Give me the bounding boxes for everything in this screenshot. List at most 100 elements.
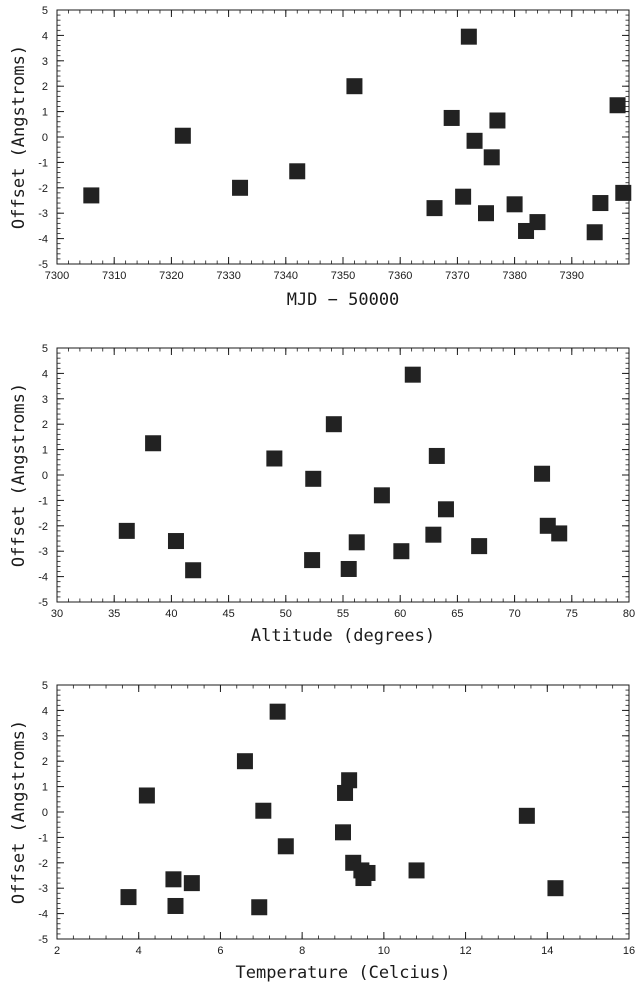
data-point [120,889,137,906]
x-tick-label: 4 [136,945,142,957]
x-tick-label: 7320 [159,270,183,282]
x-tick-label: 35 [108,608,120,620]
y-tick-label: 3 [42,731,48,743]
y-tick-label: -1 [38,157,48,169]
y-tick-label: -3 [38,208,48,220]
data-point [335,824,351,841]
x-tick-label: 7360 [388,270,412,282]
data-point [185,562,202,579]
x-tick-label: 16 [623,945,635,957]
data-point [174,127,191,144]
y-tick-label: -1 [38,832,48,844]
y-tick-label: -3 [38,546,48,558]
y-tick-label: 0 [42,807,48,819]
y-tick-label: -4 [38,909,48,921]
y-tick-label: 5 [42,343,48,355]
data-point [425,526,442,543]
data-point [615,184,632,201]
scatter-panel-temperature: 2 4 6 8 10 12 14 16-5-4-3-2-1012345Temperature … [9,680,635,983]
x-tick-label: 60 [394,608,406,620]
y-tick-label: 2 [42,756,48,768]
x-tick-label: 6 [217,945,223,957]
data-point [305,470,322,487]
data-point [251,899,268,916]
data-point [426,200,443,217]
data-point [304,552,321,569]
y-tick-label: -5 [38,597,48,609]
x-tick-label: 7350 [331,270,355,282]
y-axis-title: Offset (Angstroms) [9,383,29,567]
x-tick-label: 7370 [445,270,469,282]
scatter-panel-mjd: 7300 7310 7320 7330 7340 7350 7360 7370 7380 7390… [9,5,632,310]
x-axis-title: Temperature (Celcius) [236,963,451,983]
x-tick-label: 65 [451,608,463,620]
y-tick-label: 2 [42,419,48,431]
data-point [145,435,162,452]
x-tick-label: 12 [459,945,471,957]
data-point [534,465,551,482]
x-tick-label: 45 [222,608,234,620]
data-point [466,132,483,149]
x-tick-label: 7310 [102,270,126,282]
data-point [346,78,363,95]
data-point [586,224,603,241]
y-tick-label: 1 [42,782,48,794]
data-point [167,533,184,550]
x-tick-label: 55 [337,608,349,620]
data-point [547,880,564,897]
y-tick-label: 3 [42,56,48,68]
x-tick-label: 30 [51,608,63,620]
data-point [518,807,535,824]
data-point [325,416,342,433]
y-tick-label: -4 [38,234,48,246]
y-tick-label: 4 [42,368,48,380]
x-tick-label: 7330 [216,270,240,282]
y-tick-label: 1 [42,107,48,119]
data-point [428,447,445,464]
data-point [167,897,184,914]
data-point [506,196,523,213]
data-point [393,543,410,560]
data-point [340,560,357,577]
x-axis-title: MJD − 50000 [287,290,400,310]
x-tick-label: 50 [280,608,292,620]
y-tick-label: 0 [42,132,48,144]
y-tick-label: -5 [38,934,48,946]
x-tick-label: 7300 [45,270,69,282]
y-tick-label: 2 [42,81,48,93]
data-point [266,450,283,467]
data-point [443,109,460,126]
y-tick-label: 0 [42,470,48,482]
data-point [529,214,546,231]
y-tick-label: 4 [42,705,48,717]
data-point [165,871,182,888]
y-tick-label: 4 [42,30,48,42]
x-tick-label: 7340 [274,270,298,282]
y-tick-label: -5 [38,259,48,271]
data-point [404,366,421,383]
data-point [118,522,135,539]
plot-frame [56,684,630,940]
data-point [255,802,272,819]
data-point [138,787,155,804]
y-tick-label: -2 [38,183,48,195]
x-tick-label: 80 [623,608,635,620]
data-point [460,28,477,45]
x-tick-label: 2 [54,945,60,957]
data-point [471,538,488,555]
data-point [437,501,454,518]
data-point [551,525,568,542]
data-point [373,487,390,504]
y-tick-label: -1 [38,495,48,507]
x-tick-label: 40 [165,608,177,620]
y-tick-label: 1 [42,445,48,457]
y-tick-label: -2 [38,521,48,533]
y-tick-label: 3 [42,394,48,406]
y-axis-title: Offset (Angstroms) [9,720,29,904]
data-point [83,187,100,204]
y-axis-title: Offset (Angstroms) [9,45,29,229]
data-point [478,205,494,222]
data-point [483,149,500,166]
data-point [232,179,249,196]
